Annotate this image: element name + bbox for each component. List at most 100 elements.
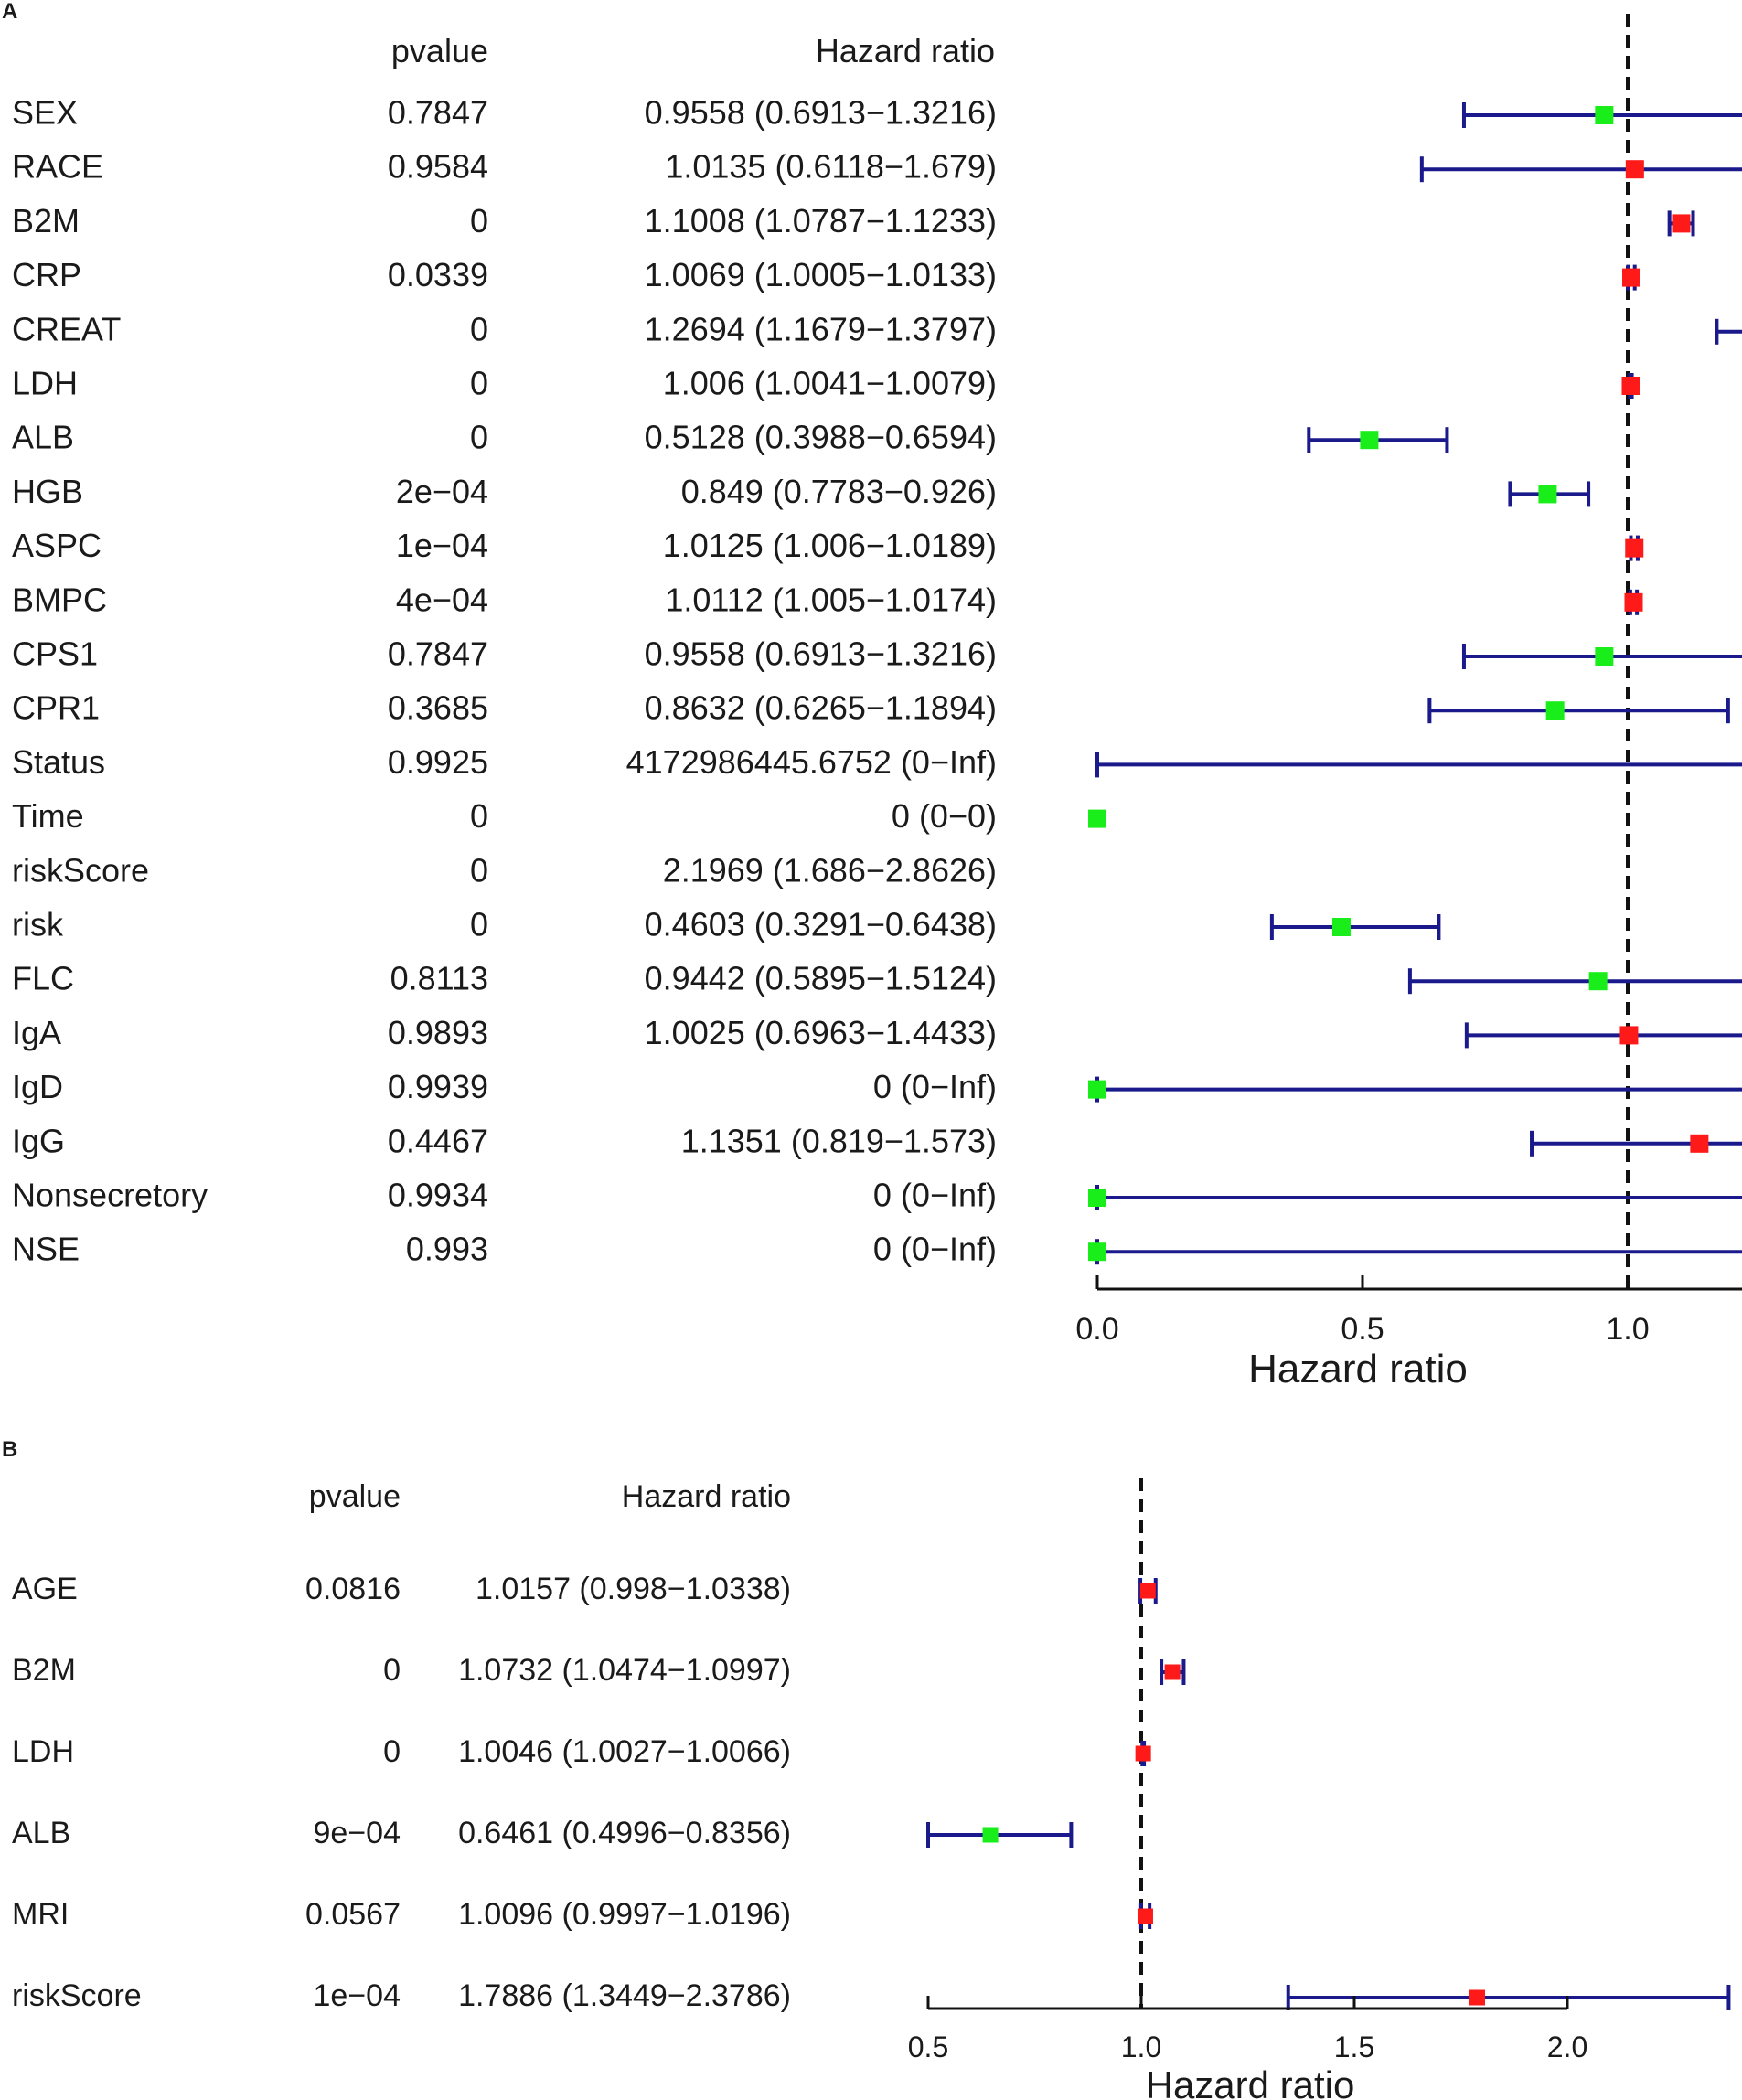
panel-a-row-label: risk (12, 906, 64, 943)
panel-a-row-pvalue: 0.9925 (388, 743, 488, 781)
panel-a-row-pvalue: 0 (470, 419, 488, 456)
panel-a-hr-point (1088, 1189, 1106, 1207)
panel-a-x-axis-title: Hazard ratio (1248, 1347, 1468, 1391)
panel-a-row-label: FLC (12, 960, 74, 997)
panel-a-row-hazard-ratio: 1.0112 (1.005−1.0174) (665, 581, 997, 618)
panel-b-row-pvalue: 0 (383, 1734, 401, 1769)
panel-a-hr-point (1088, 809, 1106, 828)
panel-a-row-hazard-ratio: 0.4603 (0.3291−0.6438) (645, 906, 997, 943)
panel-a-row-hazard-ratio: 0.5128 (0.3988−0.6594) (645, 419, 997, 456)
panel-a-row-pvalue: 0.7847 (388, 94, 488, 132)
panel-a-row-label: LDH (12, 365, 78, 402)
panel-a-hr-point (1624, 592, 1643, 612)
panel-b-hr-point (982, 1827, 999, 1843)
panel-a-hr-point (1625, 160, 1644, 179)
panel-a-row-label: RACE (12, 148, 103, 186)
panel-a-row-label: B2M (12, 202, 80, 240)
panel-b-row-hazard-ratio: 0.6461 (0.4996−0.8356) (458, 1816, 791, 1850)
panel-a-row-label: ALB (12, 419, 74, 456)
panel-b-row-pvalue: 1e−04 (314, 1978, 401, 2013)
panel-a-row-hazard-ratio: 2.1969 (1.686−2.8626) (663, 851, 997, 889)
panel-a-hr-point (1621, 377, 1640, 395)
panel-a-header-pvalue: pvalue (391, 32, 488, 69)
panel-b-header-hazard-ratio: Hazard ratio (622, 1479, 791, 1514)
panel-a-row-pvalue: 2e−04 (396, 473, 488, 510)
panel-a-row-label: NSE (12, 1231, 80, 1268)
panel-a-row-pvalue: 0 (470, 906, 488, 943)
panel-a-row-label: IgA (12, 1014, 61, 1051)
panel-b-hr-point (1135, 1745, 1151, 1762)
panel-a-row-pvalue: 0.9934 (388, 1177, 488, 1214)
panel-b-hr-point (1469, 1989, 1485, 2006)
panel-a-hr-point (1088, 1080, 1106, 1099)
panel-a-row-hazard-ratio: 0.9558 (0.6913−1.3216) (645, 94, 997, 132)
panel-a-row-pvalue: 1e−04 (396, 527, 488, 564)
panel-a-hr-point (1538, 485, 1557, 504)
panel-b-hr-point (1137, 1908, 1153, 1924)
panel-a-row-label: CPS1 (12, 635, 98, 673)
panel-a-row-hazard-ratio: 0 (0−0) (892, 797, 997, 835)
panel-b-row-pvalue: 9e−04 (314, 1816, 401, 1850)
panel-a-row-label: CPR1 (12, 689, 100, 727)
panel-a-row-hazard-ratio: 1.1008 (1.0787−1.1233) (645, 202, 997, 240)
panel-a-hr-point (1360, 431, 1379, 450)
panel-a-row-label: ASPC (12, 527, 102, 564)
panel-a-hr-point (1625, 538, 1644, 558)
panel-a-row-hazard-ratio: 1.0069 (1.0005−1.0133) (645, 256, 997, 293)
panel-a-row-hazard-ratio: 0.9558 (0.6913−1.3216) (645, 635, 997, 673)
panel-a-hr-point (1622, 268, 1641, 287)
panel-b-row-hazard-ratio: 1.0732 (1.0474−1.0997) (458, 1653, 791, 1688)
panel-b-hr-point (1139, 1583, 1156, 1599)
panel-a-row-hazard-ratio: 0.9442 (0.5895−1.5124) (645, 960, 997, 997)
panel-a-row-label: CREAT (12, 310, 121, 347)
panel-a-row-label: SEX (12, 94, 78, 132)
panel-a-hr-point (1690, 1134, 1709, 1153)
panel-a-row-pvalue: 0.9939 (388, 1068, 488, 1105)
panel-b-x-tick-label: 1.0 (1121, 2031, 1161, 2063)
panel-a-x-tick-label: 0.0 (1075, 1312, 1118, 1347)
panel-a-x-tick-label: 0.5 (1341, 1312, 1384, 1347)
panel-a-row-pvalue: 0 (470, 310, 488, 347)
panel-a-row-label: Nonsecretory (12, 1177, 208, 1214)
panel-b-row-pvalue: 0.0816 (305, 1572, 401, 1606)
panel-a-hr-point (1619, 1026, 1639, 1045)
panel-b-x-tick-label: 0.5 (908, 2031, 948, 2063)
panel-b-row-label: riskScore (12, 1978, 142, 2013)
panel-a-hr-point (1545, 701, 1565, 720)
panel-b-x-tick-label: 1.5 (1334, 2031, 1374, 2063)
panel-a-row-pvalue: 0.993 (406, 1231, 488, 1268)
panel-a-row-label: riskScore (12, 851, 149, 889)
panel-b-row-label: ALB (12, 1816, 70, 1850)
panel-a-x-tick-label: 1.0 (1606, 1312, 1649, 1347)
panel-b-row-label: B2M (12, 1653, 76, 1688)
panel-b-x-tick-label: 2.0 (1547, 2031, 1587, 2063)
panel-a-hr-point (1588, 972, 1608, 991)
panel-a-label: A (2, 0, 17, 24)
panel-b-hr-point (1164, 1664, 1181, 1680)
panel-a-row-label: BMPC (12, 581, 107, 618)
panel-a-row-label: IgD (12, 1068, 63, 1105)
panel-b-row-hazard-ratio: 1.0046 (1.0027−1.0066) (458, 1734, 791, 1769)
panel-a-row-pvalue: 0 (470, 365, 488, 402)
panel-a-row-pvalue: 0 (470, 797, 488, 835)
panel-b-row-label: LDH (12, 1734, 74, 1769)
panel-a-row-hazard-ratio: 0 (0−Inf) (873, 1231, 997, 1268)
panel-a-row-label: CRP (12, 256, 81, 293)
panel-a-row-hazard-ratio: 0.8632 (0.6265−1.1894) (645, 689, 997, 727)
panel-a-row-hazard-ratio: 0 (0−Inf) (873, 1177, 997, 1214)
panel-b-row-hazard-ratio: 1.7886 (1.3449−2.3786) (458, 1978, 791, 2013)
panel-a-row-hazard-ratio: 1.1351 (0.819−1.573) (681, 1122, 997, 1159)
panel-a-row-pvalue: 0.9584 (388, 148, 488, 186)
panel-a-hr-point (1595, 106, 1614, 124)
panel-a-row-label: IgG (12, 1122, 65, 1159)
panel-a-row-pvalue: 0 (470, 851, 488, 889)
panel-a-hr-point (1331, 918, 1351, 936)
panel-b-header-pvalue: pvalue (309, 1479, 401, 1514)
panel-b-x-axis-title: Hazard ratio (1146, 2063, 1355, 2100)
panel-a-hr-point (1088, 1242, 1106, 1262)
panel-b-row-pvalue: 0 (383, 1653, 401, 1688)
panel-b-row-label: AGE (12, 1572, 78, 1606)
panel-b-row-hazard-ratio: 1.0096 (0.9997−1.0196) (458, 1897, 791, 1932)
panel-a-row-pvalue: 0.7847 (388, 635, 488, 673)
